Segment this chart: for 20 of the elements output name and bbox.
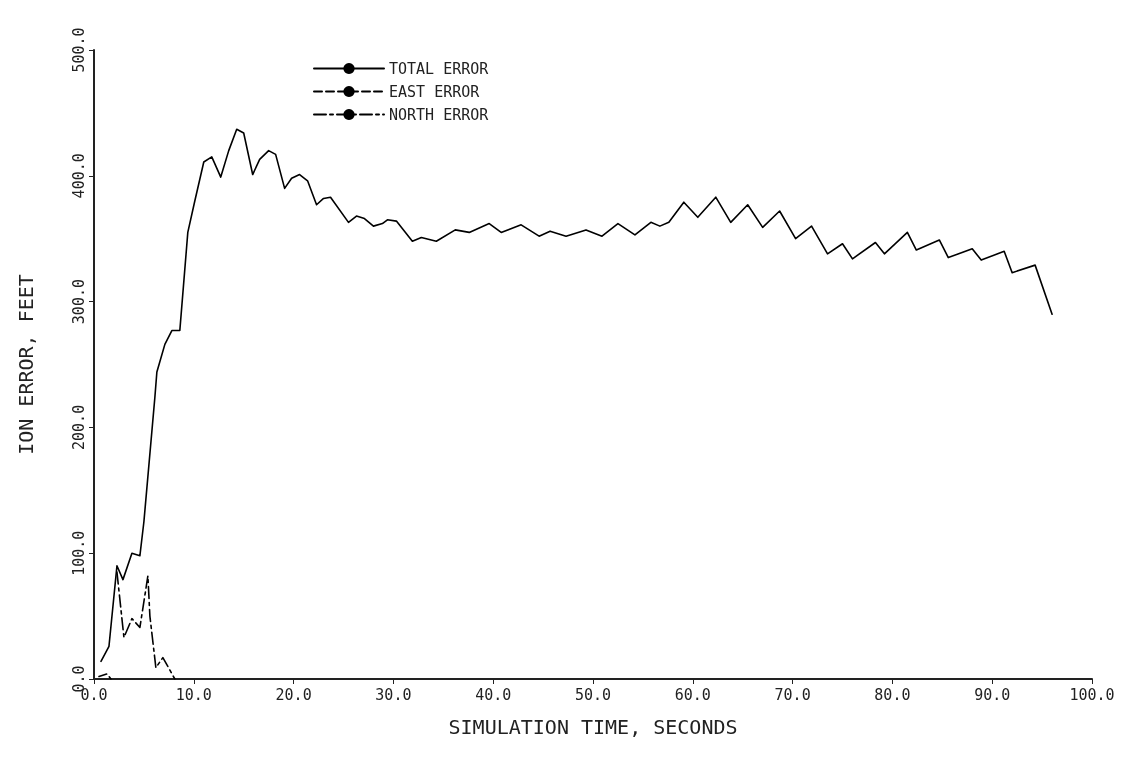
x-axis-title: SIMULATION TIME, SECONDS bbox=[448, 715, 738, 739]
y-tick-label: 400.0 bbox=[69, 153, 88, 199]
legend-label: NORTH ERROR bbox=[389, 105, 490, 124]
legend-label: TOTAL ERROR bbox=[389, 59, 490, 78]
y-tick-label: 200.0 bbox=[69, 404, 88, 450]
x-tick-label: 50.0 bbox=[574, 685, 612, 704]
x-tick-label: 10.0 bbox=[175, 685, 212, 704]
y-tick-label: 500.0 bbox=[69, 27, 88, 73]
x-tick-label: 30.0 bbox=[375, 685, 412, 704]
x-tick-label: 20.0 bbox=[275, 685, 312, 704]
x-tick-label: 70.0 bbox=[774, 685, 811, 704]
x-tick-label: 40.0 bbox=[475, 685, 512, 704]
x-tick-label: 90.0 bbox=[974, 685, 1011, 704]
x-tick-label: 100.0 bbox=[1069, 685, 1115, 704]
y-tick-label: 100.0 bbox=[69, 530, 88, 576]
y-tick-label: 300.0 bbox=[69, 279, 88, 325]
legend-label: EAST ERROR bbox=[389, 82, 481, 101]
x-tick-label: 60.0 bbox=[674, 685, 711, 704]
y-axis-title: ION ERROR, FEET bbox=[14, 274, 38, 455]
x-tick-label: 80.0 bbox=[874, 685, 911, 704]
